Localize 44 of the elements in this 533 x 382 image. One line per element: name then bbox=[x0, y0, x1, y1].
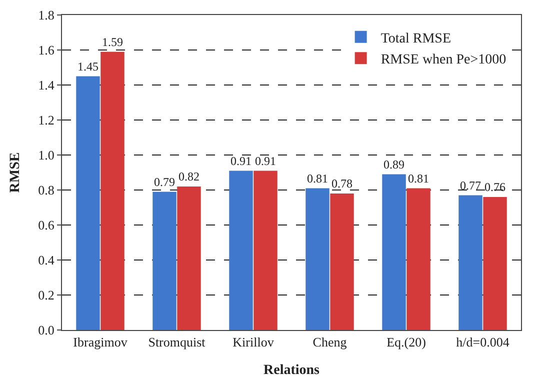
bar bbox=[229, 170, 253, 330]
legend-label: RMSE when Pe>1000 bbox=[380, 52, 506, 68]
x-tick-label: Eq.(20) bbox=[386, 334, 426, 350]
data-label: 0.76 bbox=[484, 180, 506, 194]
x-axis-title: Relations bbox=[264, 362, 320, 378]
bar bbox=[152, 192, 176, 330]
data-label: 0.81 bbox=[307, 171, 328, 186]
x-tick-label: Ibragimov bbox=[73, 334, 128, 350]
y-tick-label: 1.6 bbox=[38, 42, 55, 58]
bar bbox=[76, 76, 100, 330]
y-tick-label: 0.6 bbox=[38, 218, 55, 233]
bar bbox=[306, 188, 330, 330]
bar bbox=[330, 194, 354, 330]
bar bbox=[483, 197, 507, 330]
y-tick-label: 1.8 bbox=[38, 8, 54, 23]
bar bbox=[406, 188, 430, 330]
bar bbox=[100, 52, 124, 330]
data-label: 1.45 bbox=[78, 59, 99, 74]
y-tick-label: 0.0 bbox=[38, 322, 54, 338]
y-tick-label: 0.8 bbox=[38, 182, 54, 198]
bar bbox=[458, 195, 482, 330]
y-axis-title: RMSE bbox=[8, 152, 23, 193]
data-label: 0.77 bbox=[460, 178, 482, 192]
y-tick-label: 0.2 bbox=[38, 288, 54, 303]
data-label: 0.79 bbox=[154, 174, 176, 189]
bar bbox=[177, 186, 201, 330]
data-label: 0.82 bbox=[178, 170, 200, 184]
data-label: 0.91 bbox=[254, 154, 276, 168]
bar bbox=[382, 174, 406, 330]
data-label: 1.59 bbox=[102, 34, 123, 49]
x-tick-label: Stromquist bbox=[148, 334, 206, 350]
data-label: 0.78 bbox=[331, 176, 352, 190]
bar bbox=[254, 170, 278, 330]
data-label: 0.89 bbox=[384, 157, 405, 172]
y-tick-label: 1.4 bbox=[38, 78, 55, 93]
y-tick-label: 1.2 bbox=[38, 112, 54, 128]
y-tick-label: 1.0 bbox=[38, 148, 54, 163]
data-label: 0.81 bbox=[408, 171, 429, 186]
x-tick-label: h/d=0.004 bbox=[456, 334, 510, 350]
legend-label: Total RMSE bbox=[380, 31, 452, 46]
data-label: 0.91 bbox=[230, 154, 252, 168]
y-tick-label: 0.4 bbox=[38, 252, 55, 268]
x-tick-label: Kirillov bbox=[232, 334, 274, 350]
x-tick-label: Cheng bbox=[312, 334, 348, 350]
